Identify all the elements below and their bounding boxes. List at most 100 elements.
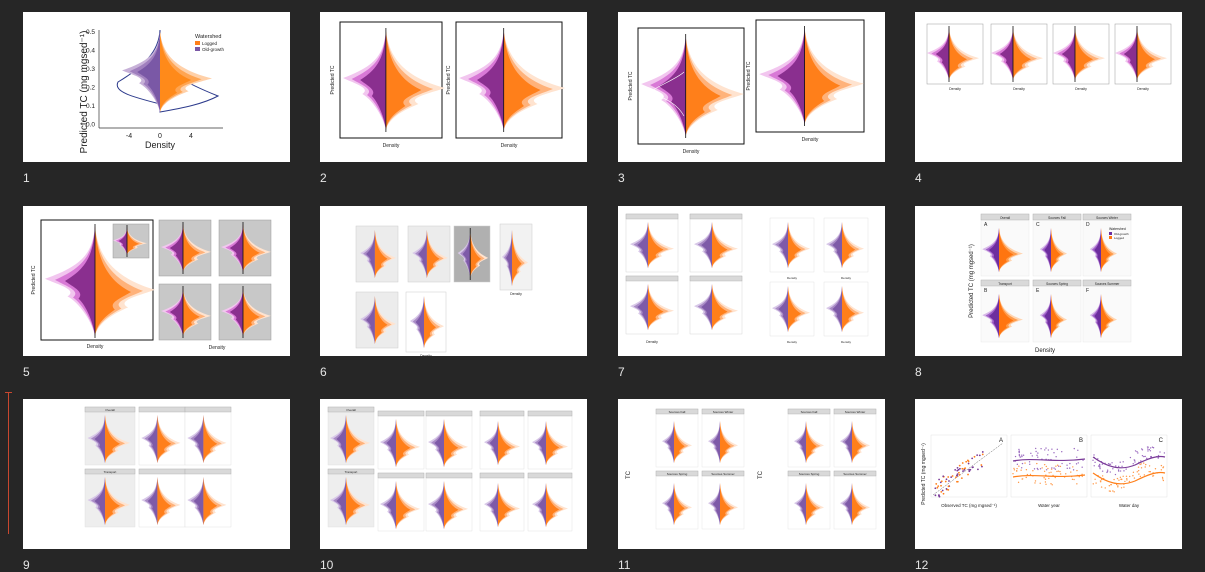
violin-right-layer xyxy=(674,483,685,525)
slide-canvas[interactable]: Overall Transport xyxy=(23,399,290,549)
facet-strip xyxy=(1032,279,1082,287)
slide-number: 3 xyxy=(618,171,625,185)
scatter-point xyxy=(1059,473,1062,475)
scatter-point xyxy=(1051,467,1053,469)
legend-item-label: Logged xyxy=(202,41,218,46)
x-axis-label: Density xyxy=(510,292,522,296)
violin-right-layer xyxy=(374,296,388,344)
scatter-point xyxy=(956,473,959,476)
scatter-point xyxy=(1093,454,1095,456)
violin-left-layer xyxy=(94,477,105,525)
violin-right-layer xyxy=(503,30,541,130)
facet-strip xyxy=(1082,213,1132,221)
scatter-point xyxy=(1136,450,1138,453)
scatter-point xyxy=(1013,469,1016,471)
scatter-point xyxy=(1095,482,1097,484)
scatter-point xyxy=(1147,446,1149,448)
panel-frame xyxy=(637,27,745,145)
scatter-point xyxy=(1160,469,1163,471)
scatter-point xyxy=(1045,447,1047,449)
violin-left-layer xyxy=(193,415,204,463)
scatter-point xyxy=(942,475,945,478)
violin-left-layer xyxy=(1094,228,1101,272)
scatter-point xyxy=(1069,462,1071,465)
scatter-point xyxy=(1124,480,1126,483)
scatter-point xyxy=(956,480,959,483)
scatter-point xyxy=(968,470,971,473)
scatter-point xyxy=(1162,466,1164,469)
slide-canvas[interactable]: Density Density Density Density Density xyxy=(618,206,885,356)
scatter-point xyxy=(1148,465,1151,467)
violin-right-layer xyxy=(444,481,459,529)
violin-left-layer xyxy=(360,30,386,130)
scatter-point xyxy=(1136,471,1138,473)
violin-right-layer xyxy=(346,477,361,525)
panel-frame xyxy=(769,281,815,337)
slide-content: Predicted TC Density Density xyxy=(31,219,272,351)
scatter-point xyxy=(1099,466,1101,468)
violin-left-layer xyxy=(637,222,648,268)
scatter-point xyxy=(955,476,957,479)
scatter-point xyxy=(1143,474,1146,476)
slide-canvas[interactable]: Overall Transport xyxy=(320,399,587,549)
x-axis-label: Density xyxy=(209,345,226,351)
violin-left-layer xyxy=(1061,28,1075,80)
slide-canvas[interactable]: Predicted TC Density Predicted TC Density xyxy=(618,12,885,162)
slide-canvas[interactable]: Predicted TC (mg mgsed⁻¹) Overall A Sources… xyxy=(915,206,1182,356)
violin-left-layer xyxy=(434,419,444,467)
slide-canvas[interactable]: Predicted TC (mg mgsed⁻¹) 0.5 0.4 0.3 0.2 0.1… xyxy=(23,12,290,162)
scatter-point xyxy=(1026,473,1029,476)
x-axis-label: Density xyxy=(1137,87,1149,91)
scatter-point xyxy=(1163,452,1166,454)
violin-right-layer xyxy=(157,477,172,525)
scatter-point xyxy=(1099,467,1101,470)
scatter-point xyxy=(958,474,961,476)
scatter-point xyxy=(1025,476,1027,479)
scatter-point xyxy=(1125,468,1127,470)
scatter-point xyxy=(1119,461,1121,463)
scatter-point xyxy=(1137,469,1140,472)
violin-left-layer xyxy=(666,483,674,525)
facet-strip xyxy=(701,408,745,415)
scatter-point xyxy=(1129,456,1132,459)
scatter-point xyxy=(1045,465,1048,468)
scatter-point xyxy=(1018,454,1021,456)
y-axis-label: Predicted TC xyxy=(31,265,37,294)
scatter-point xyxy=(1025,468,1028,471)
scatter-point xyxy=(1125,475,1128,477)
legend-swatch xyxy=(195,41,200,45)
scatter-point xyxy=(1021,478,1024,480)
x-axis-label: Density xyxy=(802,137,819,143)
scatter-point xyxy=(1140,467,1143,469)
scatter-point xyxy=(1012,473,1014,475)
violin-left-layer xyxy=(137,32,160,112)
panel-frame xyxy=(1052,23,1110,85)
scatter-point xyxy=(1117,486,1119,488)
slide-canvas[interactable]: Predicted TC Density Predicted TC Density xyxy=(320,12,587,162)
facet-strip-label: Sources Summer xyxy=(1095,282,1121,286)
slide-canvas[interactable]: Predicted TC (mg mgsed⁻¹) A B C Observed TC … xyxy=(915,399,1182,549)
slide-number: 9 xyxy=(23,558,30,572)
drag-indicator-line[interactable] xyxy=(8,393,9,534)
drag-indicator-cap xyxy=(5,392,12,393)
violin-left-layer xyxy=(778,286,788,332)
scatter-point xyxy=(1076,483,1078,485)
violin-left-layer xyxy=(336,477,346,525)
violin-right-layer xyxy=(788,286,802,332)
x-axis-label: Density xyxy=(683,149,700,155)
slide-canvas[interactable]: Predicted TC Density Density xyxy=(23,206,290,356)
scatter-point xyxy=(1072,466,1074,468)
scatter-point xyxy=(959,467,961,470)
x-axis-label: Density xyxy=(787,340,798,344)
scatter-point xyxy=(1145,463,1147,466)
facet-strip xyxy=(625,275,679,282)
y-axis-label: Predicted TC xyxy=(330,65,336,94)
facet-strip xyxy=(425,472,473,479)
smooth-trend-line xyxy=(1012,474,1086,478)
scatter-point xyxy=(936,486,939,489)
slide-canvas[interactable]: Density Density Density Density xyxy=(915,12,1182,162)
facet-strip xyxy=(377,410,425,417)
slide-canvas[interactable]: TC Sources Fall Sources Winter Sources Spri… xyxy=(618,399,885,549)
slide-canvas[interactable]: Density Density xyxy=(320,206,587,356)
scatter-point xyxy=(937,485,940,488)
